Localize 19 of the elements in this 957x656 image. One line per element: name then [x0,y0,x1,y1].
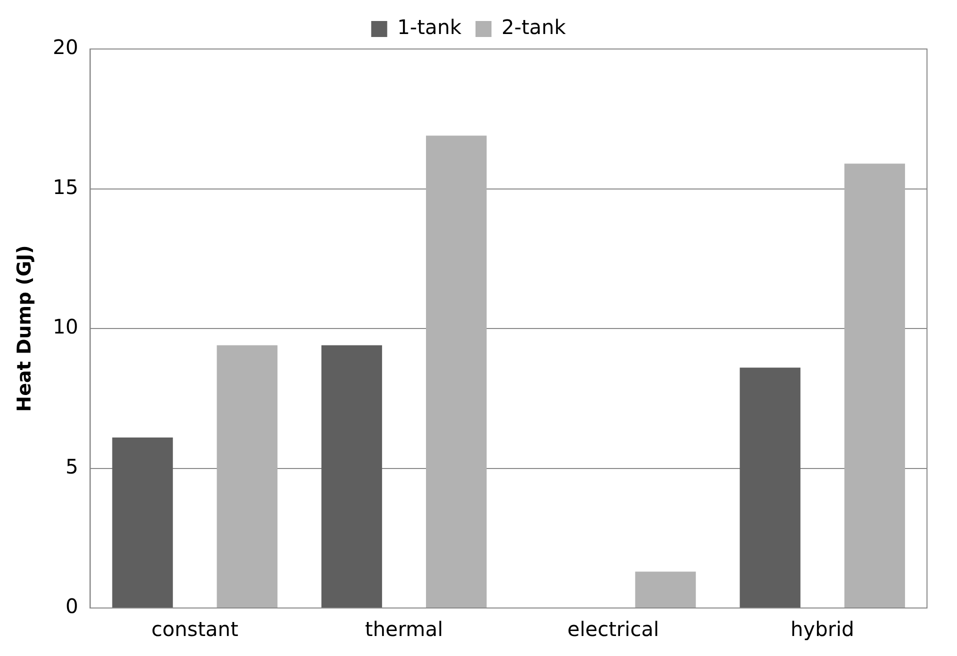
x-tick-label: hybrid [790,617,854,642]
bar [426,136,487,608]
bar [740,368,800,608]
bar [112,438,173,608]
bar [216,345,278,608]
x-tick-label: thermal [365,617,444,642]
y-tick-label: 10 [52,314,78,339]
y-tick-label: 20 [52,35,78,60]
y-axis-title: Heat Dump (GJ) [13,245,36,412]
y-tick-label: 5 [66,454,78,478]
legend-label: 2-tank [502,15,566,40]
x-tick-label: constant [151,617,238,642]
bar [844,164,906,608]
y-tick-label: 15 [52,174,78,199]
x-tick-label: electrical [567,617,660,642]
legend-label: 1-tank [397,15,462,40]
y-tick-label: 0 [66,594,78,618]
bar [635,572,696,608]
bar [321,345,382,608]
